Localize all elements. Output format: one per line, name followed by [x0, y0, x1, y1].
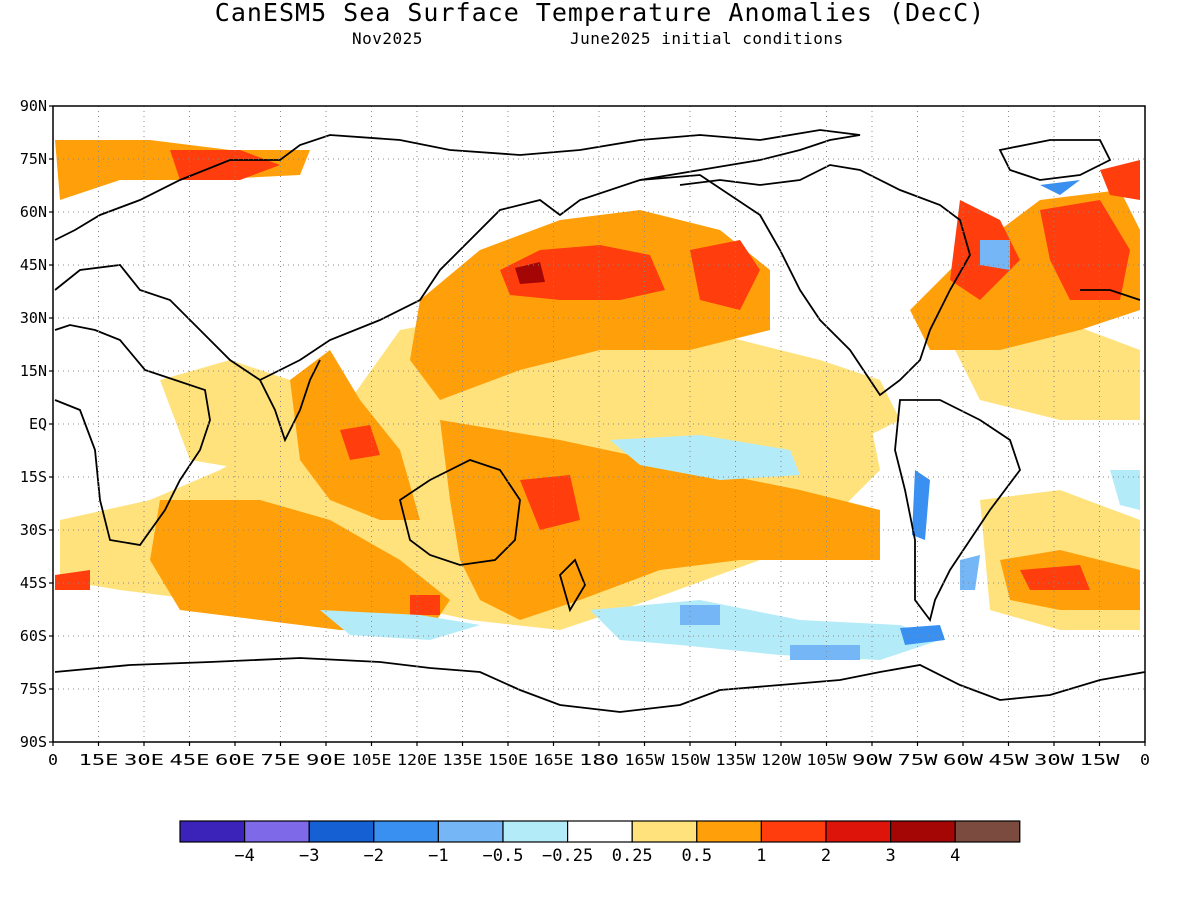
- lon-label: 30E: [124, 751, 164, 769]
- lon-label: 150E: [488, 751, 528, 769]
- anomaly-region: [610, 435, 800, 480]
- lat-label: 30N: [20, 309, 47, 327]
- latitude-labels: 90N 75N 60N 45N 30N 15N EQ 15S 30S 45S 60S 75S 90S: [20, 97, 47, 751]
- anomaly-region: [1040, 200, 1130, 300]
- graticule: [53, 106, 1145, 742]
- lon-label: 15E: [79, 751, 119, 769]
- anomaly-region: [55, 570, 90, 590]
- lon-label: 105E: [352, 751, 392, 769]
- lon-label: 45E: [170, 751, 210, 769]
- lat-label: 45N: [20, 256, 47, 274]
- lon-label: 90E: [306, 751, 346, 769]
- anomaly-region: [700, 330, 900, 440]
- lon-label: 150W: [670, 751, 711, 769]
- lat-label: 15N: [20, 362, 47, 380]
- lat-label: 15S: [20, 468, 47, 486]
- lon-label: 15W: [1080, 751, 1121, 769]
- lon-label: 75W: [898, 751, 939, 769]
- coastline-africa-eurasia: [54, 129, 861, 382]
- coastline-india: [259, 359, 321, 443]
- lon-label: 135W: [716, 751, 757, 769]
- lat-label: 90S: [20, 733, 47, 751]
- anomaly-region: [1020, 565, 1090, 590]
- tick-marks: [49, 105, 1146, 746]
- lon-label: 60E: [215, 751, 255, 769]
- longitude-labels: 0 15E 30E 45E 60E 75E 90E 105E 120E 135E 150E 165E 1…: [48, 751, 1150, 769]
- lat-label: 60S: [20, 627, 47, 645]
- anomaly-region: [790, 645, 860, 660]
- lat-label: 60N: [20, 203, 47, 221]
- coastline-south-america: [894, 399, 1022, 623]
- coastlines: [54, 129, 1145, 713]
- lon-label: 0: [1140, 751, 1150, 769]
- coastline-antarctica: [54, 657, 1145, 713]
- lon-label: 120W: [761, 751, 802, 769]
- lon-label: 165E: [534, 751, 574, 769]
- anomaly-region: [1110, 470, 1140, 510]
- anomaly-region: [1040, 180, 1080, 195]
- coastline-newzealand: [558, 558, 587, 613]
- coastline-australia: [398, 459, 521, 566]
- anomaly-region: [912, 470, 930, 540]
- anomaly-region: [150, 500, 450, 630]
- lon-label: 120E: [397, 751, 437, 769]
- anomaly-region: [590, 600, 940, 660]
- lat-label: 90N: [20, 97, 47, 115]
- anomaly-region: [1100, 160, 1140, 200]
- lon-label: 45W: [989, 751, 1030, 769]
- lat-label: 30S: [20, 521, 47, 539]
- lon-label: 60W: [943, 751, 984, 769]
- lon-label: 30W: [1034, 751, 1075, 769]
- anomaly-region: [680, 605, 720, 625]
- anomaly-region: [520, 475, 580, 530]
- lon-label: 180: [579, 751, 619, 769]
- anomaly-region: [980, 240, 1010, 270]
- coastline-europe: [1080, 289, 1141, 301]
- anomaly-region: [515, 262, 545, 284]
- lat-label: 75N: [20, 150, 47, 168]
- lon-label: 0: [48, 751, 58, 769]
- anomaly-region: [500, 245, 665, 300]
- coastline-greenland: [998, 139, 1112, 181]
- initial-conditions: June2025 initial conditions: [570, 29, 844, 48]
- anomaly-region: [410, 210, 770, 400]
- anomaly-field: [55, 140, 1140, 660]
- anomaly-region: [440, 420, 880, 620]
- lon-label: 75E: [261, 751, 301, 769]
- coastline-north-america: [639, 164, 971, 397]
- lat-label: 45S: [20, 574, 47, 592]
- anomaly-region: [960, 555, 980, 590]
- anomaly-region: [900, 625, 945, 645]
- lat-label: 75S: [20, 680, 47, 698]
- anomaly-region: [410, 595, 440, 615]
- map-title: CanESM5 Sea Surface Temperature Anomalie…: [214, 0, 986, 27]
- anomaly-region: [320, 610, 480, 640]
- anomaly-region: [690, 240, 760, 310]
- forecast-month: Nov2025: [352, 29, 423, 48]
- coastline-africa: [54, 324, 211, 546]
- lon-label: 90W: [852, 751, 893, 769]
- lon-label: 105W: [807, 751, 848, 769]
- lon-label: 135E: [443, 751, 483, 769]
- lon-label: 165W: [625, 751, 666, 769]
- lat-label: EQ: [29, 415, 47, 433]
- anomaly-region: [340, 425, 380, 460]
